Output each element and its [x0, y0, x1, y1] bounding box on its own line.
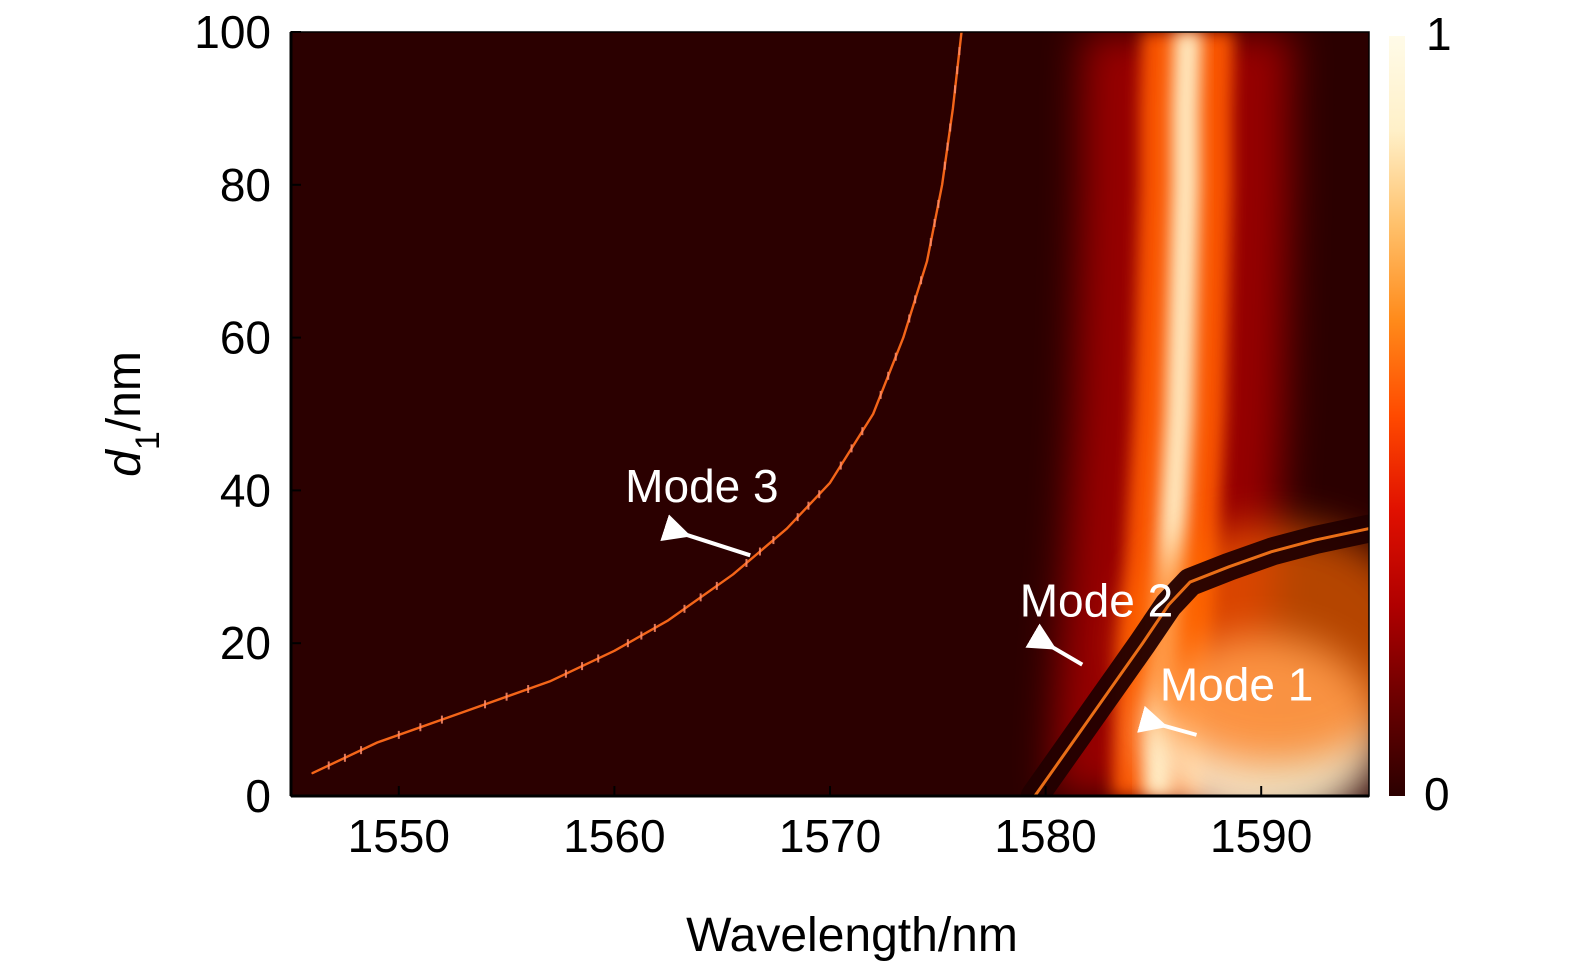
mode-3-dash	[360, 746, 363, 755]
mode-3-dash	[745, 558, 748, 567]
y-tick-label: 20	[220, 617, 271, 669]
mode-3-dash	[807, 501, 810, 510]
mode-3-dash	[954, 85, 957, 94]
mode-3-dash	[527, 685, 530, 694]
mode-3-dash	[861, 427, 864, 436]
mode-3-dash	[839, 461, 842, 470]
mode-3-dash	[683, 604, 686, 613]
mode-3-dash	[956, 66, 959, 75]
annotation-label: Mode 3	[625, 460, 778, 512]
mode-3-dash	[343, 753, 346, 762]
mode-3-dash	[758, 547, 761, 556]
x-tick-label: 1590	[1210, 810, 1312, 862]
mode-3-dash	[505, 692, 508, 701]
mode-3-dash	[914, 295, 917, 304]
annotation-arrow	[1137, 705, 1198, 737]
y-tick-label: 0	[245, 770, 271, 822]
x-tick-label: 1570	[779, 810, 881, 862]
mode-3-dash	[908, 314, 911, 323]
mode-3-dash	[929, 238, 932, 247]
mode-3-dash	[597, 654, 600, 663]
annotations: Mode 3 Mode 2 Mode 1	[625, 460, 1313, 737]
x-axis-title: Wavelength/nm	[686, 909, 1018, 962]
mode-3-dash	[626, 639, 629, 648]
mode-3-line	[311, 32, 963, 775]
mode-3-dash	[327, 761, 330, 770]
colorbar-min-label: 0	[1424, 768, 1450, 820]
mode-3-dash	[920, 276, 923, 285]
y-axis-title-subscript: 1	[129, 431, 167, 450]
annotation-label: Mode 1	[1160, 659, 1313, 711]
mode-3-dash	[440, 715, 443, 724]
mode-3-dash	[772, 536, 775, 545]
mode-3-dash	[564, 669, 567, 678]
mode-3-dash	[937, 199, 940, 208]
annotation-arrow	[660, 514, 751, 558]
y-axis-title: d1/nm	[98, 351, 167, 477]
axes: 1550 1560 1570 1580 1590 0 20 40 60 80 100	[194, 6, 1370, 862]
y-tick-label: 80	[220, 159, 271, 211]
mode-3-dash	[796, 513, 799, 522]
mode-3-dash	[958, 47, 961, 56]
mode-3-dash	[699, 593, 702, 602]
mode-3-dash	[484, 700, 487, 709]
plot-area	[291, 32, 1369, 796]
mode-3-dash	[887, 371, 890, 380]
mode-3-dash	[640, 631, 643, 640]
annotation-arrow	[1025, 623, 1084, 667]
y-axis-title-main: d	[98, 449, 151, 477]
y-axis-title-suffix: /nm	[98, 351, 151, 431]
mode-3-dash	[933, 219, 936, 227]
y-tick-label: 40	[220, 464, 271, 516]
mode-3-dash	[397, 730, 400, 739]
mode-3-dash	[879, 390, 882, 399]
mode-2-line	[1033, 527, 1369, 796]
colorbar-gradient	[1389, 36, 1405, 796]
colorbar: 10	[1389, 8, 1452, 820]
x-tick-label: 1560	[563, 810, 665, 862]
mode-3-dash	[850, 444, 853, 453]
mode-3-dash	[946, 142, 949, 151]
mode-3-dash	[653, 623, 656, 632]
y-tick-label: 100	[194, 6, 271, 58]
annotation-label: Mode 2	[1020, 574, 1173, 626]
mode-3-dash	[949, 123, 952, 132]
colorbar-max-label: 1	[1426, 8, 1452, 60]
mode-3-dash	[818, 490, 821, 499]
mode-3-dash	[894, 352, 897, 361]
y-tick-label: 60	[220, 312, 271, 364]
mode-3-dash	[419, 723, 422, 732]
x-tick-label: 1550	[348, 810, 450, 862]
mode-3-dash	[943, 161, 946, 170]
mode-3-dash	[715, 581, 718, 590]
x-tick-label: 1580	[994, 810, 1096, 862]
mode-3-dash	[581, 662, 584, 671]
